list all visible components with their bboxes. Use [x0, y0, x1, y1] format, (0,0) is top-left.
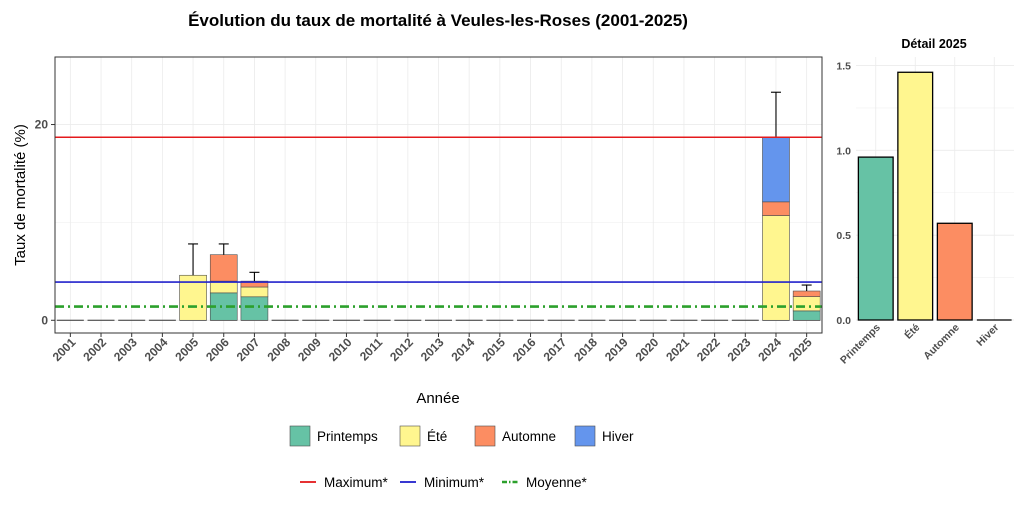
detail-y-tick-label: 0.0 — [836, 315, 851, 327]
legend-line-label-minimum: Minimum* — [424, 475, 485, 490]
bar-segment-2024-automne — [762, 201, 790, 216]
detail-y-tick-label: 1.0 — [836, 145, 851, 157]
x-tick-label: 2013 — [418, 335, 447, 364]
x-tick-label: 2017 — [541, 335, 570, 364]
legend-key-hiver — [574, 425, 596, 447]
bar-segment-2024-hiver — [762, 136, 790, 203]
x-tick-label: 2009 — [295, 335, 324, 364]
legend-line-label-maximum: Maximum* — [324, 475, 389, 490]
x-tick-label: 2018 — [571, 335, 600, 364]
x-tick-label: 2007 — [234, 335, 263, 364]
legend-label-hiver: Hiver — [602, 429, 634, 444]
x-axis-title: Année — [416, 390, 459, 407]
x-tick-label: 2005 — [172, 335, 201, 364]
legend-key-printemps — [289, 425, 311, 447]
legend-key-automne — [474, 425, 496, 447]
x-tick-label: 2019 — [602, 335, 631, 364]
legend-line-label-moyenne: Moyenne* — [526, 475, 588, 490]
detail-y-tick-label: 0.5 — [836, 230, 851, 242]
bar-segment-2025-automne — [792, 290, 821, 297]
x-tick-label: 2015 — [479, 335, 508, 364]
detail-x-tick-label: Automne — [921, 322, 962, 363]
legend-label-été: Été — [427, 429, 447, 444]
legend-key-été — [399, 425, 421, 447]
x-tick-label: 2011 — [357, 335, 386, 364]
main-chart-title: Évolution du taux de mortalité à Veules-… — [188, 11, 688, 30]
reference-line-legend: Maximum* Minimum* Moyenne* — [300, 475, 588, 490]
detail-y-tick-label: 1.5 — [836, 60, 851, 72]
bar-segment-2007-printemps — [240, 296, 269, 321]
x-tick-label: 2020 — [633, 335, 662, 364]
x-tick-label: 2023 — [725, 335, 754, 364]
detail-bar-automne — [936, 222, 973, 321]
x-tick-label: 2014 — [449, 335, 478, 364]
season-legend: Printemps Été Automne Hiver — [289, 425, 634, 447]
x-tick-label: 2006 — [203, 335, 232, 364]
x-tick-label: 2021 — [663, 335, 692, 364]
detail-bar-été — [897, 71, 934, 321]
x-tick-label: 2025 — [786, 335, 815, 364]
x-tick-label: 2016 — [510, 335, 539, 364]
detail-x-tick-label: Été — [902, 321, 923, 342]
detail-chart-title: Détail 2025 — [901, 37, 966, 51]
detail-x-tick-label: Printemps — [838, 322, 883, 367]
x-tick-label: 2003 — [111, 335, 140, 364]
bar-segment-2007-été — [240, 286, 269, 298]
y-axis-title: Taux de mortalité (%) — [12, 124, 29, 266]
bar-segment-2024-été — [762, 215, 790, 321]
x-tick-label: 2001 — [50, 335, 79, 364]
x-tick-label: 2022 — [694, 335, 723, 364]
bar-segment-2025-printemps — [792, 310, 821, 321]
legend-label-automne: Automne — [502, 429, 556, 444]
legend-label-printemps: Printemps — [317, 429, 378, 444]
x-tick-label: 2002 — [80, 335, 109, 364]
detail-bar-printemps — [857, 156, 894, 321]
x-tick-label: 2012 — [387, 335, 416, 364]
x-tick-label: 2024 — [755, 335, 784, 364]
bar-segment-2025-été — [792, 296, 821, 312]
y-tick-label: 0 — [41, 313, 48, 327]
y-tick-label: 20 — [35, 118, 49, 132]
x-tick-label: 2008 — [264, 335, 293, 364]
x-tick-label: 2010 — [326, 335, 355, 364]
bar-segment-2006-automne — [209, 254, 238, 282]
x-tick-label: 2004 — [142, 335, 171, 364]
detail-x-tick-label: Hiver — [974, 322, 1001, 349]
